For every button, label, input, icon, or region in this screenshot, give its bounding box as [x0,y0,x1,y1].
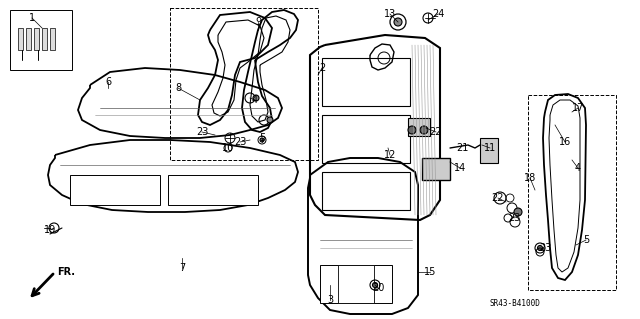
Text: 17: 17 [572,103,584,113]
Text: 14: 14 [454,163,466,173]
Text: 9: 9 [255,17,261,27]
Text: 3: 3 [327,295,333,305]
Text: 20: 20 [372,283,384,293]
Circle shape [420,126,428,134]
Text: 6: 6 [105,77,111,87]
Bar [42,28,47,50]
Bar [322,58,410,106]
Text: FR.: FR. [57,267,75,277]
Text: 2: 2 [319,63,325,73]
Bar [320,265,392,303]
Text: 8: 8 [175,83,181,93]
Bar [10,10,72,70]
Bar [70,175,160,205]
Text: 11: 11 [484,143,496,153]
Bar [480,138,498,163]
Bar [528,95,616,290]
Circle shape [372,283,378,287]
Text: 22: 22 [492,193,504,203]
Circle shape [253,95,259,101]
Bar [338,265,374,303]
Circle shape [260,138,264,142]
Bar [26,28,31,50]
Bar [422,158,450,180]
Text: 23: 23 [508,213,520,223]
Circle shape [408,126,416,134]
Text: 15: 15 [424,267,436,277]
Text: 16: 16 [559,137,571,147]
Text: 4: 4 [252,95,258,105]
Bar [50,28,55,50]
Bar [34,28,39,50]
Text: 23: 23 [539,243,551,253]
Bar [322,115,410,163]
Text: 5: 5 [259,133,265,143]
Bar [18,28,23,50]
Text: 23: 23 [196,127,208,137]
Text: SR43-B4100D: SR43-B4100D [490,299,541,308]
Text: 21: 21 [456,143,468,153]
Text: 19: 19 [44,225,56,235]
Circle shape [394,18,402,26]
Text: 1: 1 [29,13,35,23]
Text: 22: 22 [429,127,442,137]
Text: 12: 12 [384,150,396,160]
Text: 7: 7 [179,263,185,273]
Bar [168,175,258,205]
Circle shape [514,208,522,216]
Circle shape [267,117,273,123]
Text: 13: 13 [384,9,396,19]
Bar [322,172,410,210]
Circle shape [538,246,543,250]
Text: 23: 23 [234,137,246,147]
Bar [408,118,430,136]
Bar [170,8,318,160]
Text: 24: 24 [432,9,444,19]
Text: 18: 18 [524,173,536,183]
Text: 5: 5 [583,235,589,245]
Text: 4: 4 [575,163,581,173]
Text: 10: 10 [222,143,234,153]
